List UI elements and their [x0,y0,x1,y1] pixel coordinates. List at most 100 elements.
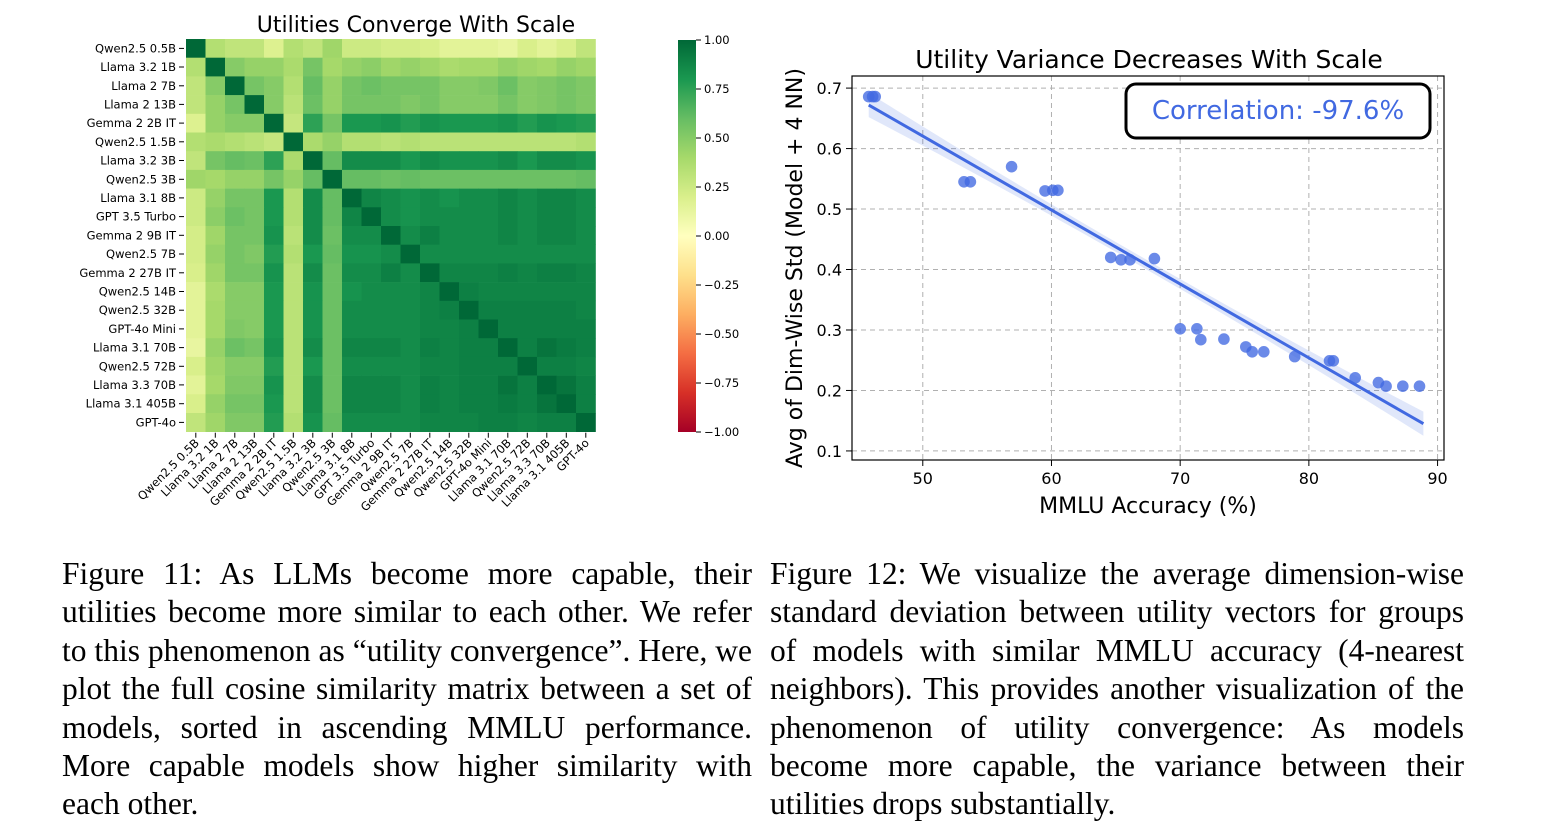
heatmap-cell [537,300,557,320]
heatmap-cell [537,132,557,152]
heatmap-cell [459,169,479,189]
heatmap-cell [322,300,343,320]
heatmap-cell [361,169,382,189]
heatmap-cell [322,57,343,77]
heatmap-row-label: Gemma 2 2B IT [87,116,177,130]
colorbar-tick-label: −0.50 [704,327,739,341]
heatmap-cell [361,394,382,414]
heatmap-cell [303,300,323,320]
heatmap-cell [478,394,499,414]
heatmap-cell [517,132,538,152]
heatmap-cell [381,188,401,208]
heatmap-cell [459,263,479,283]
heatmap-cell [478,151,499,171]
heatmap-cell [537,95,557,115]
heatmap-cell [225,338,245,358]
scatter-gridlines [852,76,1444,460]
heatmap-cell [478,282,499,302]
heatmap-cell [381,413,401,432]
heatmap-cell [244,338,265,358]
heatmap-cell [381,394,401,414]
heatmap-cell [303,95,323,115]
heatmap-cell [361,207,382,227]
heatmap-cell [459,113,479,133]
heatmap-cell [225,244,245,264]
heatmap-cell [244,300,265,320]
heatmap-cell [420,244,440,264]
heatmap-cell [498,394,518,414]
heatmap-cell [420,57,440,77]
heatmap-cell [400,375,421,395]
heatmap-cell [556,226,577,245]
heatmap-cell [225,375,245,395]
heatmap-cell [576,319,596,339]
heatmap-cell [205,76,226,96]
heatmap-cell [381,338,401,358]
heatmap-cell [361,356,382,376]
heatmap-cell [459,226,479,245]
heatmap-cell [303,338,323,358]
heatmap-cell [537,244,557,264]
heatmap-cell [244,95,265,115]
heatmap-cell [537,76,557,96]
heatmap-cell [537,375,557,395]
heatmap-cell [420,356,440,376]
heatmap-cell [361,263,382,283]
heatmap-cell [283,413,304,432]
scatter-point [869,90,881,103]
heatmap-cell [576,76,596,96]
heatmap-cell [322,169,343,189]
scatter-point [1218,333,1230,345]
heatmap-cell [225,95,245,115]
heatmap-cell [400,39,421,58]
heatmap-row-label: Llama 3.2 1B [100,60,176,74]
heatmap-cell [264,244,284,264]
heatmap-cell [264,413,284,432]
scatter-x-axis-label: MMLU Accuracy (%) [1039,494,1257,519]
heatmap-cell [576,244,596,264]
scatter-point [1148,252,1161,265]
colorbar-ticks: 1.00 0.75 0.50 0.25 0.00 −0.25 −0.50 −0.75 −1.00 [696,33,739,439]
heatmap-cell [478,76,499,96]
heatmap-cell [556,188,577,208]
heatmap-cell [576,207,596,227]
heatmap-cell [205,151,226,171]
heatmap-cell [225,39,245,58]
heatmap-cell [342,226,362,245]
heatmap-cell [244,207,265,227]
heatmap-panel: Utilities Converge With Scale Qwen2.5 0.… [79,13,739,514]
heatmap-cell [342,319,362,339]
heatmap-row-label: Llama 3.1 405B [86,397,176,411]
heatmap-cell [517,413,538,432]
heatmap-cell [459,244,479,264]
heatmap-cell [420,76,440,96]
heatmap-cell [498,95,518,115]
heatmap-cell [556,151,577,171]
heatmap-cell [537,413,557,432]
heatmap-cell [537,207,557,227]
heatmap-cell [264,169,284,189]
heatmap-cell [264,76,284,96]
heatmap-cell [459,413,479,432]
heatmap-cell [186,39,206,58]
heatmap-cell [303,356,323,376]
heatmap-cell [303,207,323,227]
heatmap-cell [517,113,538,133]
heatmap-cell [517,394,538,414]
heatmap-cell [576,95,596,115]
heatmap-cell [556,282,577,302]
heatmap-cell [342,39,362,58]
heatmap-cell [498,57,518,77]
heatmap-cell [478,375,499,395]
heatmap-cell [498,244,518,264]
heatmap-cell [439,132,460,152]
heatmap-cell [186,263,206,283]
heatmap-cell [556,39,577,58]
heatmap-cell [576,57,596,77]
heatmap-cell [439,76,460,96]
heatmap-cell [420,95,440,115]
heatmap-cell [478,207,499,227]
heatmap-cell [186,338,206,358]
heatmap-cell [459,188,479,208]
heatmap-row-label: Llama 3.2 3B [100,154,176,168]
